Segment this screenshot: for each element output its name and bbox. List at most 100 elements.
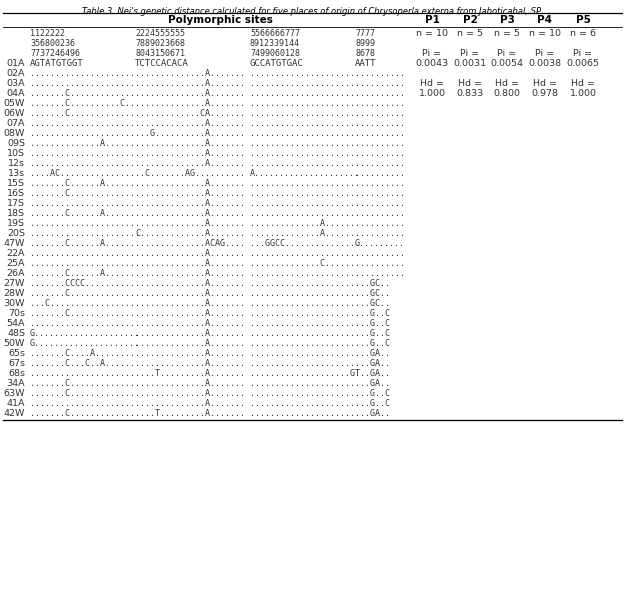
- Text: 7889023668: 7889023668: [135, 39, 185, 48]
- Text: ...GC..: ...GC..: [355, 279, 390, 288]
- Text: 01A: 01A: [6, 59, 25, 68]
- Text: n = 10: n = 10: [529, 29, 561, 38]
- Text: ..............A.......: ..............A.......: [135, 139, 245, 148]
- Text: P4: P4: [538, 15, 552, 25]
- Text: ..............A.......: ..............A.......: [135, 89, 245, 98]
- Text: 06W: 06W: [4, 109, 25, 118]
- Text: 0.833: 0.833: [456, 89, 484, 98]
- Text: ...G..C: ...G..C: [355, 329, 390, 338]
- Text: ......................: ......................: [30, 219, 140, 228]
- Text: ......................: ......................: [30, 259, 140, 268]
- Text: ....AC................: ....AC................: [30, 169, 140, 178]
- Text: 02A: 02A: [6, 69, 25, 78]
- Text: ......................: ......................: [250, 269, 360, 278]
- Text: G.....................: G.....................: [30, 329, 140, 338]
- Text: .......C..............: .......C..............: [30, 389, 140, 398]
- Text: Pi =: Pi =: [574, 49, 592, 58]
- Text: 47W: 47W: [4, 239, 25, 248]
- Text: .......CCCC...........: .......CCCC...........: [30, 279, 140, 288]
- Text: 0.0054: 0.0054: [491, 59, 524, 68]
- Text: .......C..............: .......C..............: [30, 89, 140, 98]
- Text: .......C......A.......: .......C......A.......: [30, 269, 140, 278]
- Text: ......................: ......................: [250, 129, 360, 138]
- Text: 04A: 04A: [6, 89, 25, 98]
- Text: ..........: ..........: [355, 179, 405, 188]
- Text: A.....................: A.....................: [250, 169, 360, 178]
- Text: ..........: ..........: [355, 149, 405, 158]
- Text: ..........: ..........: [355, 129, 405, 138]
- Text: ...G..C: ...G..C: [355, 389, 390, 398]
- Text: 20S: 20S: [7, 229, 25, 238]
- Text: ...G..........A.......: ...G..........A.......: [135, 129, 245, 138]
- Text: ......................: ......................: [250, 99, 360, 108]
- Text: 0.0065: 0.0065: [566, 59, 599, 68]
- Text: ......................: ......................: [30, 69, 140, 78]
- Text: 15S: 15S: [7, 179, 25, 188]
- Text: ...G..C: ...G..C: [355, 319, 390, 328]
- Text: 2224555555: 2224555555: [135, 29, 185, 38]
- Text: ......................: ......................: [250, 159, 360, 168]
- Text: 0.800: 0.800: [494, 89, 521, 98]
- Text: 48S: 48S: [7, 329, 25, 338]
- Text: ......................: ......................: [30, 229, 140, 238]
- Text: n = 5: n = 5: [494, 29, 520, 38]
- Text: 13s: 13s: [8, 169, 25, 178]
- Text: n = 5: n = 5: [457, 29, 483, 38]
- Text: Pi =: Pi =: [461, 49, 479, 58]
- Text: ......................: ......................: [250, 299, 360, 308]
- Text: 42W: 42W: [4, 409, 25, 418]
- Text: 19S: 19S: [7, 219, 25, 228]
- Text: ..........: ..........: [355, 189, 405, 198]
- Text: ...G..C: ...G..C: [355, 339, 390, 348]
- Text: ......................: ......................: [250, 79, 360, 88]
- Text: ..............A.......: ..............A.......: [250, 219, 360, 228]
- Text: ..............A.......: ..............A.......: [135, 249, 245, 258]
- Text: ......................: ......................: [30, 199, 140, 208]
- Text: Pi =: Pi =: [536, 49, 554, 58]
- Text: ......................: ......................: [30, 249, 140, 258]
- Text: ..............C.......: ..............C.......: [250, 259, 360, 268]
- Text: .......C......A.......: .......C......A.......: [30, 179, 140, 188]
- Text: ..............A.......: ..............A.......: [135, 389, 245, 398]
- Text: ......................: ......................: [250, 359, 360, 368]
- Text: ..............A.......: ..............A.......: [135, 119, 245, 128]
- Text: 18S: 18S: [7, 209, 25, 218]
- Text: 0.978: 0.978: [531, 89, 559, 98]
- Text: ..............A.......: ..............A.......: [135, 329, 245, 338]
- Text: ..............A.......: ..............A.......: [135, 189, 245, 198]
- Text: 50W: 50W: [4, 339, 25, 348]
- Text: ..............A.......: ..............A.......: [250, 229, 360, 238]
- Text: 22A: 22A: [6, 249, 25, 258]
- Text: P5: P5: [576, 15, 591, 25]
- Text: .......C....A.........: .......C....A.........: [30, 349, 140, 358]
- Text: .......C..............: .......C..............: [30, 109, 140, 118]
- Text: Pi =: Pi =: [498, 49, 516, 58]
- Text: ..C.......AG..........: ..C.......AG..........: [135, 169, 245, 178]
- Text: ..............A.......: ..............A.......: [135, 199, 245, 208]
- Text: C.............A.......: C.............A.......: [135, 229, 245, 238]
- Text: 356800236: 356800236: [30, 39, 75, 48]
- Text: ......................: ......................: [250, 149, 360, 158]
- Text: ...GA..: ...GA..: [355, 359, 390, 368]
- Text: ......................: ......................: [250, 139, 360, 148]
- Text: Hd =: Hd =: [495, 79, 519, 88]
- Text: ..........: ..........: [355, 159, 405, 168]
- Text: ..............A.......: ..............A.......: [30, 139, 140, 148]
- Text: ......................: ......................: [250, 189, 360, 198]
- Text: .......C..............: .......C..............: [30, 409, 140, 418]
- Text: 17S: 17S: [7, 199, 25, 208]
- Text: ..........: ..........: [355, 209, 405, 218]
- Text: 0.0043: 0.0043: [416, 59, 449, 68]
- Text: 08W: 08W: [4, 129, 25, 138]
- Text: ....T.........A.......: ....T.........A.......: [135, 409, 245, 418]
- Text: ......................: ......................: [250, 389, 360, 398]
- Text: ......................: ......................: [30, 119, 140, 128]
- Text: ..............A.......: ..............A.......: [135, 149, 245, 158]
- Text: ......................: ......................: [250, 209, 360, 218]
- Text: ..............A.......: ..............A.......: [135, 359, 245, 368]
- Text: 0.0038: 0.0038: [529, 59, 562, 68]
- Text: 1.000: 1.000: [419, 89, 446, 98]
- Text: ..........: ..........: [355, 69, 405, 78]
- Text: ......................: ......................: [250, 309, 360, 318]
- Text: 09S: 09S: [7, 139, 25, 148]
